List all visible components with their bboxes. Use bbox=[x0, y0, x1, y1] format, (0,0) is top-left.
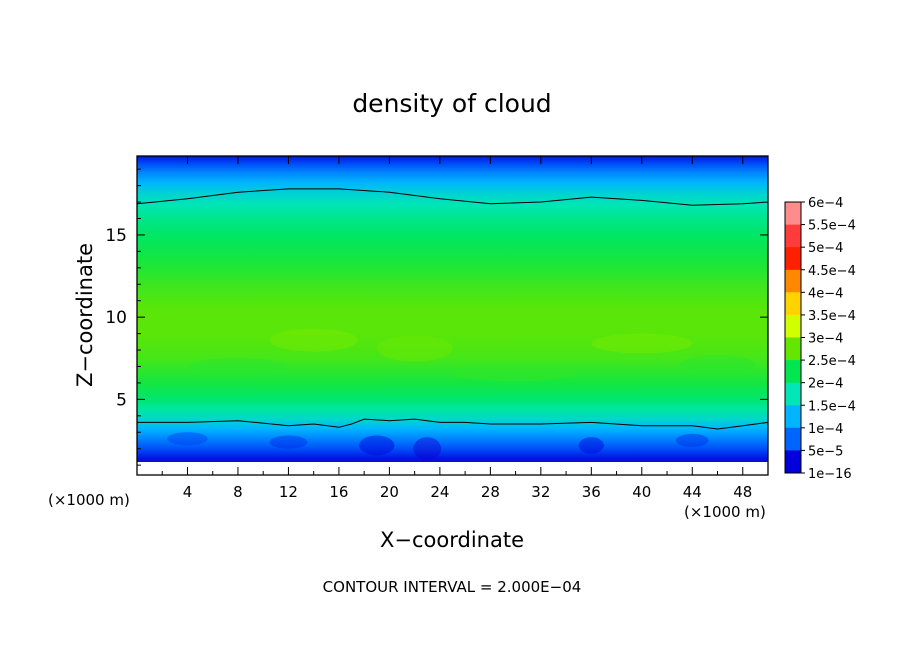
field-blotch bbox=[679, 354, 756, 375]
colorbar-swatch bbox=[785, 314, 801, 338]
colorbar: 6e−4 5.5e−4 5e−4 4.5e−4 4e−4 3.5e−4 3e−4 2.5e−4… bbox=[784, 196, 856, 482]
x-tick-label: 40 bbox=[632, 483, 651, 501]
colorbar-swatch bbox=[785, 360, 801, 384]
plot-frame bbox=[136, 155, 769, 476]
colorbar-label: 5e−4 bbox=[808, 241, 843, 256]
colorbar-label: 3.5e−4 bbox=[808, 309, 856, 324]
plot-area bbox=[137, 156, 768, 475]
colorbar-swatch bbox=[785, 202, 801, 226]
field-blotch bbox=[269, 328, 358, 352]
colorbar-label: 5.5e−4 bbox=[808, 219, 856, 234]
colorbar-label: 1e−4 bbox=[808, 422, 843, 437]
colorbar-swatch bbox=[785, 224, 801, 248]
x-tick-label: 16 bbox=[329, 483, 348, 501]
density-field bbox=[137, 156, 768, 475]
colorbar-label: 1.5e−4 bbox=[808, 399, 856, 414]
x-unit-label-right: (×1000 m) bbox=[684, 503, 766, 521]
x-tick-label: 24 bbox=[430, 483, 449, 501]
colorbar-swatch bbox=[785, 247, 801, 271]
contour-line-upper bbox=[137, 188, 768, 206]
field-blotch bbox=[675, 433, 709, 448]
field-blotch bbox=[376, 335, 453, 362]
x-tick-label: 20 bbox=[380, 483, 399, 501]
colorbar-swatch bbox=[785, 337, 801, 361]
colorbar-swatch bbox=[785, 292, 801, 316]
x-tick-label: 32 bbox=[531, 483, 550, 501]
chart-title: density of cloud bbox=[352, 89, 551, 118]
colorbar-label: 6e−4 bbox=[808, 196, 843, 211]
x-tick-label: 48 bbox=[733, 483, 752, 501]
colorbar-label: 1e−16 bbox=[808, 467, 852, 482]
x-unit-label-left: (×1000 m) bbox=[48, 491, 130, 509]
field-blotch bbox=[591, 333, 693, 354]
contour-interval-note: CONTOUR INTERVAL = 2.000E−04 bbox=[323, 578, 582, 596]
x-tick-label: 36 bbox=[582, 483, 601, 501]
field-blotch bbox=[167, 432, 208, 446]
colorbar-swatch bbox=[785, 382, 801, 406]
colorbar-label: 5e−5 bbox=[808, 444, 843, 459]
x-axis: 4 8 12 16 20 24 28 32 36 40 44 48 bbox=[161, 156, 752, 501]
field-blotch bbox=[187, 358, 289, 375]
y-axis: 5 10 15 bbox=[105, 168, 768, 466]
field-texture bbox=[167, 328, 756, 461]
y-tick-label: 10 bbox=[105, 308, 127, 328]
colorbar-swatch bbox=[785, 405, 801, 429]
colorbar-label: 2.5e−4 bbox=[808, 354, 856, 369]
x-tick-label: 28 bbox=[481, 483, 500, 501]
colorbar-swatch bbox=[785, 450, 801, 474]
field-blotch bbox=[359, 435, 395, 456]
x-tick-label: 4 bbox=[183, 483, 193, 501]
colorbar-swatch bbox=[785, 269, 801, 293]
y-tick-label: 15 bbox=[105, 226, 127, 246]
colorbar-label: 4e−4 bbox=[808, 286, 843, 301]
field-blotch bbox=[269, 435, 308, 449]
contour-line-lower bbox=[137, 418, 768, 430]
y-tick-label: 5 bbox=[116, 390, 127, 410]
field-blotch bbox=[413, 437, 442, 461]
colorbar-label: 3e−4 bbox=[808, 332, 843, 347]
colorbar-label: 2e−4 bbox=[808, 377, 843, 392]
colorbar-swatch bbox=[785, 427, 801, 451]
colorbar-label: 4.5e−4 bbox=[808, 264, 856, 279]
y-axis-label: Z−coordinate bbox=[73, 243, 97, 387]
field-blotch bbox=[452, 364, 579, 382]
x-tick-label: 8 bbox=[233, 483, 243, 501]
field-blotch bbox=[578, 437, 604, 454]
x-tick-label: 12 bbox=[279, 483, 298, 501]
x-axis-label: X−coordinate bbox=[380, 528, 524, 552]
x-tick-label: 44 bbox=[683, 483, 702, 501]
ground-band bbox=[137, 462, 768, 475]
